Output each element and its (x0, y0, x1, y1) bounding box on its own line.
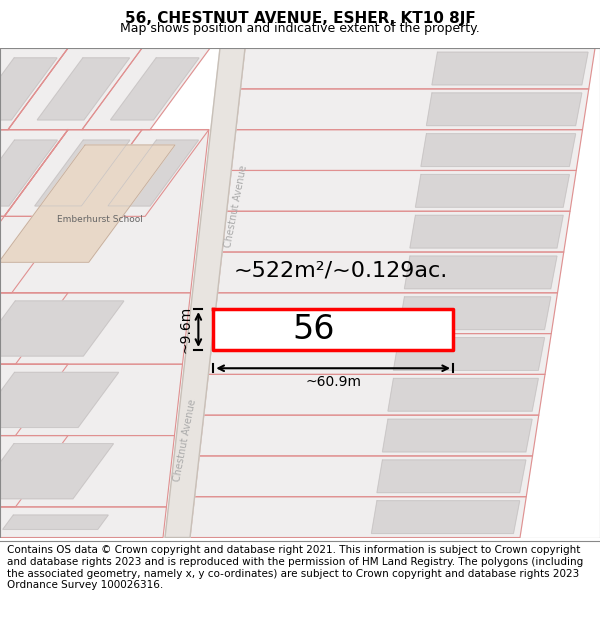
Polygon shape (4, 129, 142, 216)
Polygon shape (110, 58, 199, 120)
Polygon shape (377, 460, 526, 492)
Text: Map shows position and indicative extent of the property.: Map shows position and indicative extent… (120, 22, 480, 34)
Polygon shape (0, 372, 119, 428)
Polygon shape (214, 309, 453, 350)
Text: 56: 56 (292, 313, 334, 346)
Polygon shape (0, 129, 68, 216)
Polygon shape (222, 211, 570, 252)
Polygon shape (399, 297, 551, 329)
Text: Contains OS data © Crown copyright and database right 2021. This information is : Contains OS data © Crown copyright and d… (7, 546, 583, 590)
Polygon shape (0, 58, 57, 120)
Polygon shape (0, 140, 58, 206)
Polygon shape (236, 89, 589, 129)
Polygon shape (8, 48, 142, 129)
Polygon shape (82, 48, 210, 129)
Polygon shape (194, 456, 533, 497)
Polygon shape (0, 216, 68, 292)
Polygon shape (0, 436, 68, 507)
Polygon shape (388, 379, 538, 411)
Polygon shape (0, 48, 68, 129)
Polygon shape (0, 292, 68, 364)
Polygon shape (0, 364, 68, 436)
Polygon shape (218, 252, 564, 292)
Polygon shape (227, 171, 576, 211)
Polygon shape (432, 52, 588, 85)
Polygon shape (0, 436, 175, 507)
Polygon shape (410, 216, 563, 248)
Polygon shape (421, 134, 575, 166)
Polygon shape (0, 129, 68, 216)
Polygon shape (0, 301, 124, 356)
Polygon shape (415, 174, 569, 207)
Polygon shape (208, 334, 551, 374)
Polygon shape (165, 48, 245, 538)
Text: ~9.6m: ~9.6m (178, 306, 193, 353)
Polygon shape (427, 93, 582, 126)
Text: ~522m²/~0.129ac.: ~522m²/~0.129ac. (234, 261, 448, 281)
Polygon shape (35, 140, 130, 206)
Polygon shape (204, 374, 545, 415)
Text: Chestnut Avenue: Chestnut Avenue (223, 164, 249, 248)
Polygon shape (108, 140, 199, 206)
Polygon shape (0, 292, 191, 364)
Text: ~60.9m: ~60.9m (305, 376, 361, 389)
Polygon shape (199, 415, 539, 456)
Text: Emberhurst School: Emberhurst School (57, 215, 143, 224)
Polygon shape (241, 48, 595, 89)
Polygon shape (371, 501, 520, 533)
Polygon shape (0, 129, 209, 292)
Polygon shape (0, 507, 166, 538)
Polygon shape (190, 497, 526, 538)
Polygon shape (404, 256, 557, 289)
Text: Chestnut Avenue: Chestnut Avenue (172, 399, 198, 482)
Polygon shape (0, 145, 175, 262)
Polygon shape (78, 129, 209, 216)
Text: 56, CHESTNUT AVENUE, ESHER, KT10 8JF: 56, CHESTNUT AVENUE, ESHER, KT10 8JF (125, 11, 475, 26)
Polygon shape (383, 419, 532, 452)
Polygon shape (3, 515, 108, 529)
Polygon shape (213, 292, 557, 334)
Polygon shape (0, 364, 182, 436)
Polygon shape (0, 48, 68, 129)
Polygon shape (394, 338, 544, 370)
Polygon shape (0, 444, 113, 499)
Polygon shape (231, 129, 583, 171)
Polygon shape (37, 58, 130, 120)
